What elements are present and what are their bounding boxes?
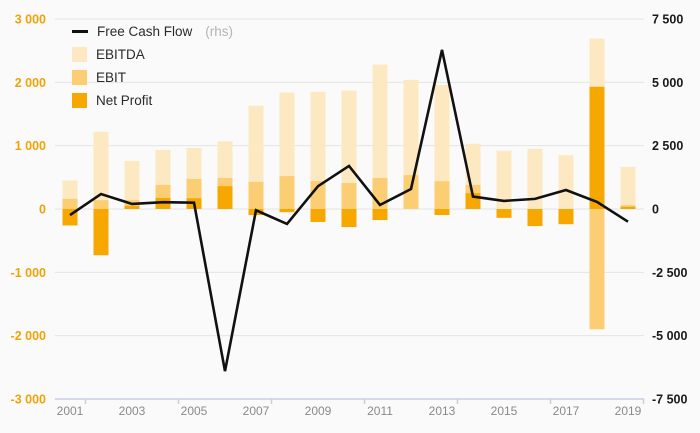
x-axis-year-label: 2005 — [181, 404, 208, 418]
left-axis-tick-label: -2 000 — [11, 329, 46, 343]
right-axis-tick-label: 7 500 — [652, 13, 683, 27]
legend-item-net-profit: Net Profit — [72, 93, 233, 108]
right-axis-tick-label: 5 000 — [652, 76, 683, 90]
x-axis-year-label: 2011 — [367, 404, 393, 418]
bar-net-profit-2017 — [558, 209, 574, 225]
legend-label: EBIT — [96, 70, 127, 85]
x-axis-year-label: 2003 — [119, 404, 146, 418]
bar-ebit-2010 — [341, 183, 357, 209]
bar-ebitda-2011 — [372, 64, 388, 209]
x-axis-year-label: 2019 — [615, 404, 642, 418]
bar-net-profit-2013 — [434, 209, 450, 216]
free-cash-flow-line — [69, 49, 629, 372]
legend-label: Net Profit — [96, 93, 153, 108]
x-axis-year-label: 2007 — [243, 404, 270, 418]
left-axis-tick-label: -3 000 — [11, 392, 46, 406]
fcf-line-swatch-icon — [72, 30, 88, 33]
right-axis-tick-label: -5 000 — [652, 329, 687, 343]
legend-label: EBITDA — [96, 47, 145, 62]
bar-ebitda-2003 — [124, 160, 140, 209]
x-axis-year-label: 2001 — [57, 404, 84, 418]
bar-ebitda-2019 — [620, 166, 636, 209]
legend-label: Free Cash Flow — [97, 24, 193, 39]
x-axis-year-label: 2013 — [429, 404, 456, 418]
ebitda-swatch-icon — [72, 47, 87, 62]
bar-ebitda-2015 — [496, 150, 512, 209]
bar-ebitda-2016 — [527, 148, 543, 209]
bar-net-profit-2008 — [279, 209, 295, 213]
bar-ebitda-2017 — [558, 155, 574, 209]
ebit-swatch-icon — [72, 70, 87, 85]
right-axis-tick-label: -2 500 — [652, 266, 687, 280]
bar-net-profit-2010 — [341, 209, 357, 228]
left-axis-tick-label: 0 — [39, 203, 46, 217]
legend-item-ebit: EBIT — [72, 70, 233, 85]
legend-rhs-suffix: (rhs) — [205, 24, 234, 39]
bar-net-profit-2003 — [124, 205, 140, 209]
right-axis-tick-label: -7 500 — [652, 392, 687, 406]
bar-net-profit-2002 — [93, 209, 109, 256]
bar-ebitda-2009 — [310, 91, 326, 209]
bar-ebit-2009 — [310, 181, 326, 209]
x-axis-year-label: 2015 — [491, 404, 518, 418]
x-axis-year-label: 2009 — [305, 404, 332, 418]
legend: Free Cash Flow (rhs) EBITDA EBIT Net Pro… — [72, 24, 233, 108]
right-axis-tick-label: 2 500 — [652, 139, 683, 153]
bar-net-profit-2015 — [496, 209, 512, 218]
bar-ebit-2018 — [589, 209, 605, 330]
bar-net-profit-2011 — [372, 209, 388, 221]
bar-ebit-2007 — [248, 181, 264, 209]
bar-ebit-2012 — [403, 175, 419, 209]
bar-net-profit-2018 — [589, 86, 605, 209]
bar-ebit-2001 — [62, 198, 78, 209]
bar-ebit-2013 — [434, 181, 450, 209]
bar-net-profit-2006 — [217, 186, 233, 209]
right-axis-tick-label: 0 — [652, 203, 659, 217]
left-axis-tick-label: 2 000 — [15, 76, 46, 90]
net-profit-swatch-icon — [72, 93, 87, 108]
left-axis-tick-label: -1 000 — [11, 266, 46, 280]
bar-net-profit-2019 — [620, 206, 636, 209]
bar-ebit-2002 — [93, 200, 109, 209]
left-axis-tick-label: 1 000 — [15, 139, 46, 153]
x-axis-year-label: 2017 — [553, 404, 580, 418]
bar-net-profit-2016 — [527, 209, 543, 227]
bar-ebitda-2010 — [341, 90, 357, 209]
bar-ebitda-2013 — [434, 84, 450, 209]
left-axis-tick-label: 3 000 — [15, 13, 46, 27]
bar-net-profit-2009 — [310, 209, 326, 222]
legend-item-free-cash-flow: Free Cash Flow (rhs) — [72, 24, 233, 39]
bar-ebit-2008 — [279, 176, 295, 209]
legend-item-ebitda: EBITDA — [72, 47, 233, 62]
bar-ebitda-2002 — [93, 131, 109, 209]
